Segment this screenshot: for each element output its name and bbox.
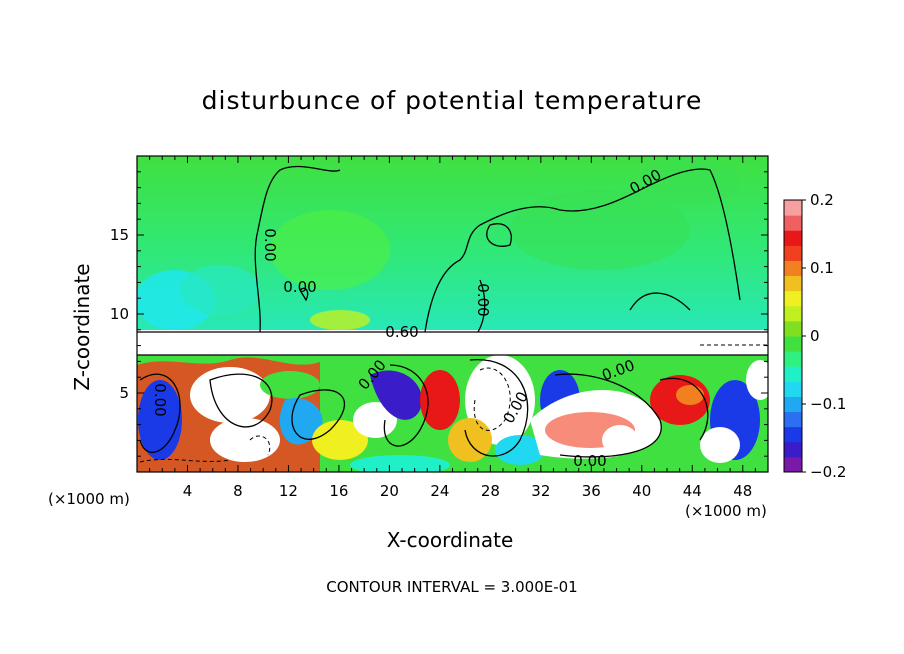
colorbar-segment: [784, 200, 802, 216]
y-tick-label: 5: [119, 384, 129, 402]
x-tick-label: 8: [233, 482, 243, 500]
colorbar-segment: [784, 320, 802, 337]
colorbar-segment: [784, 260, 802, 277]
colorbar-tick-label: −0.1: [810, 395, 846, 413]
x-tick-label: 16: [329, 482, 348, 500]
x-tick-label: 12: [279, 482, 298, 500]
colorbar-segment: [784, 245, 802, 261]
x-tick-label: 48: [733, 482, 752, 500]
colorbar-segment: [784, 381, 802, 397]
y-axis: 5 10 15: [110, 171, 768, 457]
colorbar-segment: [784, 305, 802, 322]
contour-interval-note: CONTOUR INTERVAL = 3.000E-01: [326, 578, 578, 596]
x-tick-label: 24: [430, 482, 449, 500]
colorbar-segment: [784, 336, 802, 352]
contour-label: 0.00: [261, 228, 279, 261]
x-axis: 4 8 12 16 20 24 28 32 36 40 44 48: [149, 156, 756, 500]
colorbar-segment: [784, 351, 802, 367]
x-tick-label: 28: [481, 482, 500, 500]
x-tick-label: 36: [582, 482, 601, 500]
colorbar-segment: [784, 230, 802, 246]
y-axis-label: Z-coordinate: [70, 263, 94, 391]
colorbar-segment: [784, 456, 802, 473]
colorbar-segment: [784, 290, 802, 307]
colorbar: 0.2 0.1 0 −0.1 −0.2: [783, 191, 846, 481]
x-tick-label: 20: [380, 482, 399, 500]
x-tick-label: 4: [183, 482, 193, 500]
colorbar-segment: [784, 366, 802, 382]
contour-label: 0.60: [385, 323, 418, 341]
contour-label: 0.00: [573, 452, 606, 470]
heatmap-field: [137, 156, 768, 472]
colorbar-segment: [784, 426, 802, 443]
colorbar-segment: [784, 411, 802, 428]
colorbar-tick-label: 0.2: [810, 191, 834, 209]
x-unit-label-left: (×1000 m): [48, 490, 130, 508]
colorbar-segment: [784, 215, 802, 231]
contour-label: 0.00: [283, 278, 316, 296]
x-tick-label: 44: [683, 482, 702, 500]
x-tick-label: 40: [632, 482, 651, 500]
colorbar-tick-label: −0.2: [810, 463, 846, 481]
colorbar-segment: [784, 441, 802, 458]
x-axis-label: X-coordinate: [386, 528, 514, 552]
colorbar-tick-label: 0: [810, 327, 820, 345]
colorbar-segment: [784, 396, 802, 413]
y-tick-label: 10: [110, 305, 129, 323]
contour-label: 0.00: [474, 283, 492, 316]
contour-label: 0.00: [151, 383, 169, 416]
colorbar-tick-label: 0.1: [810, 259, 834, 277]
colorbar-segment: [784, 275, 802, 292]
y-tick-label: 15: [110, 226, 129, 244]
x-tick-label: 32: [531, 482, 550, 500]
x-unit-label-right: (×1000 m): [685, 502, 767, 520]
chart-title: disturbunce of potential temperature: [201, 86, 703, 115]
